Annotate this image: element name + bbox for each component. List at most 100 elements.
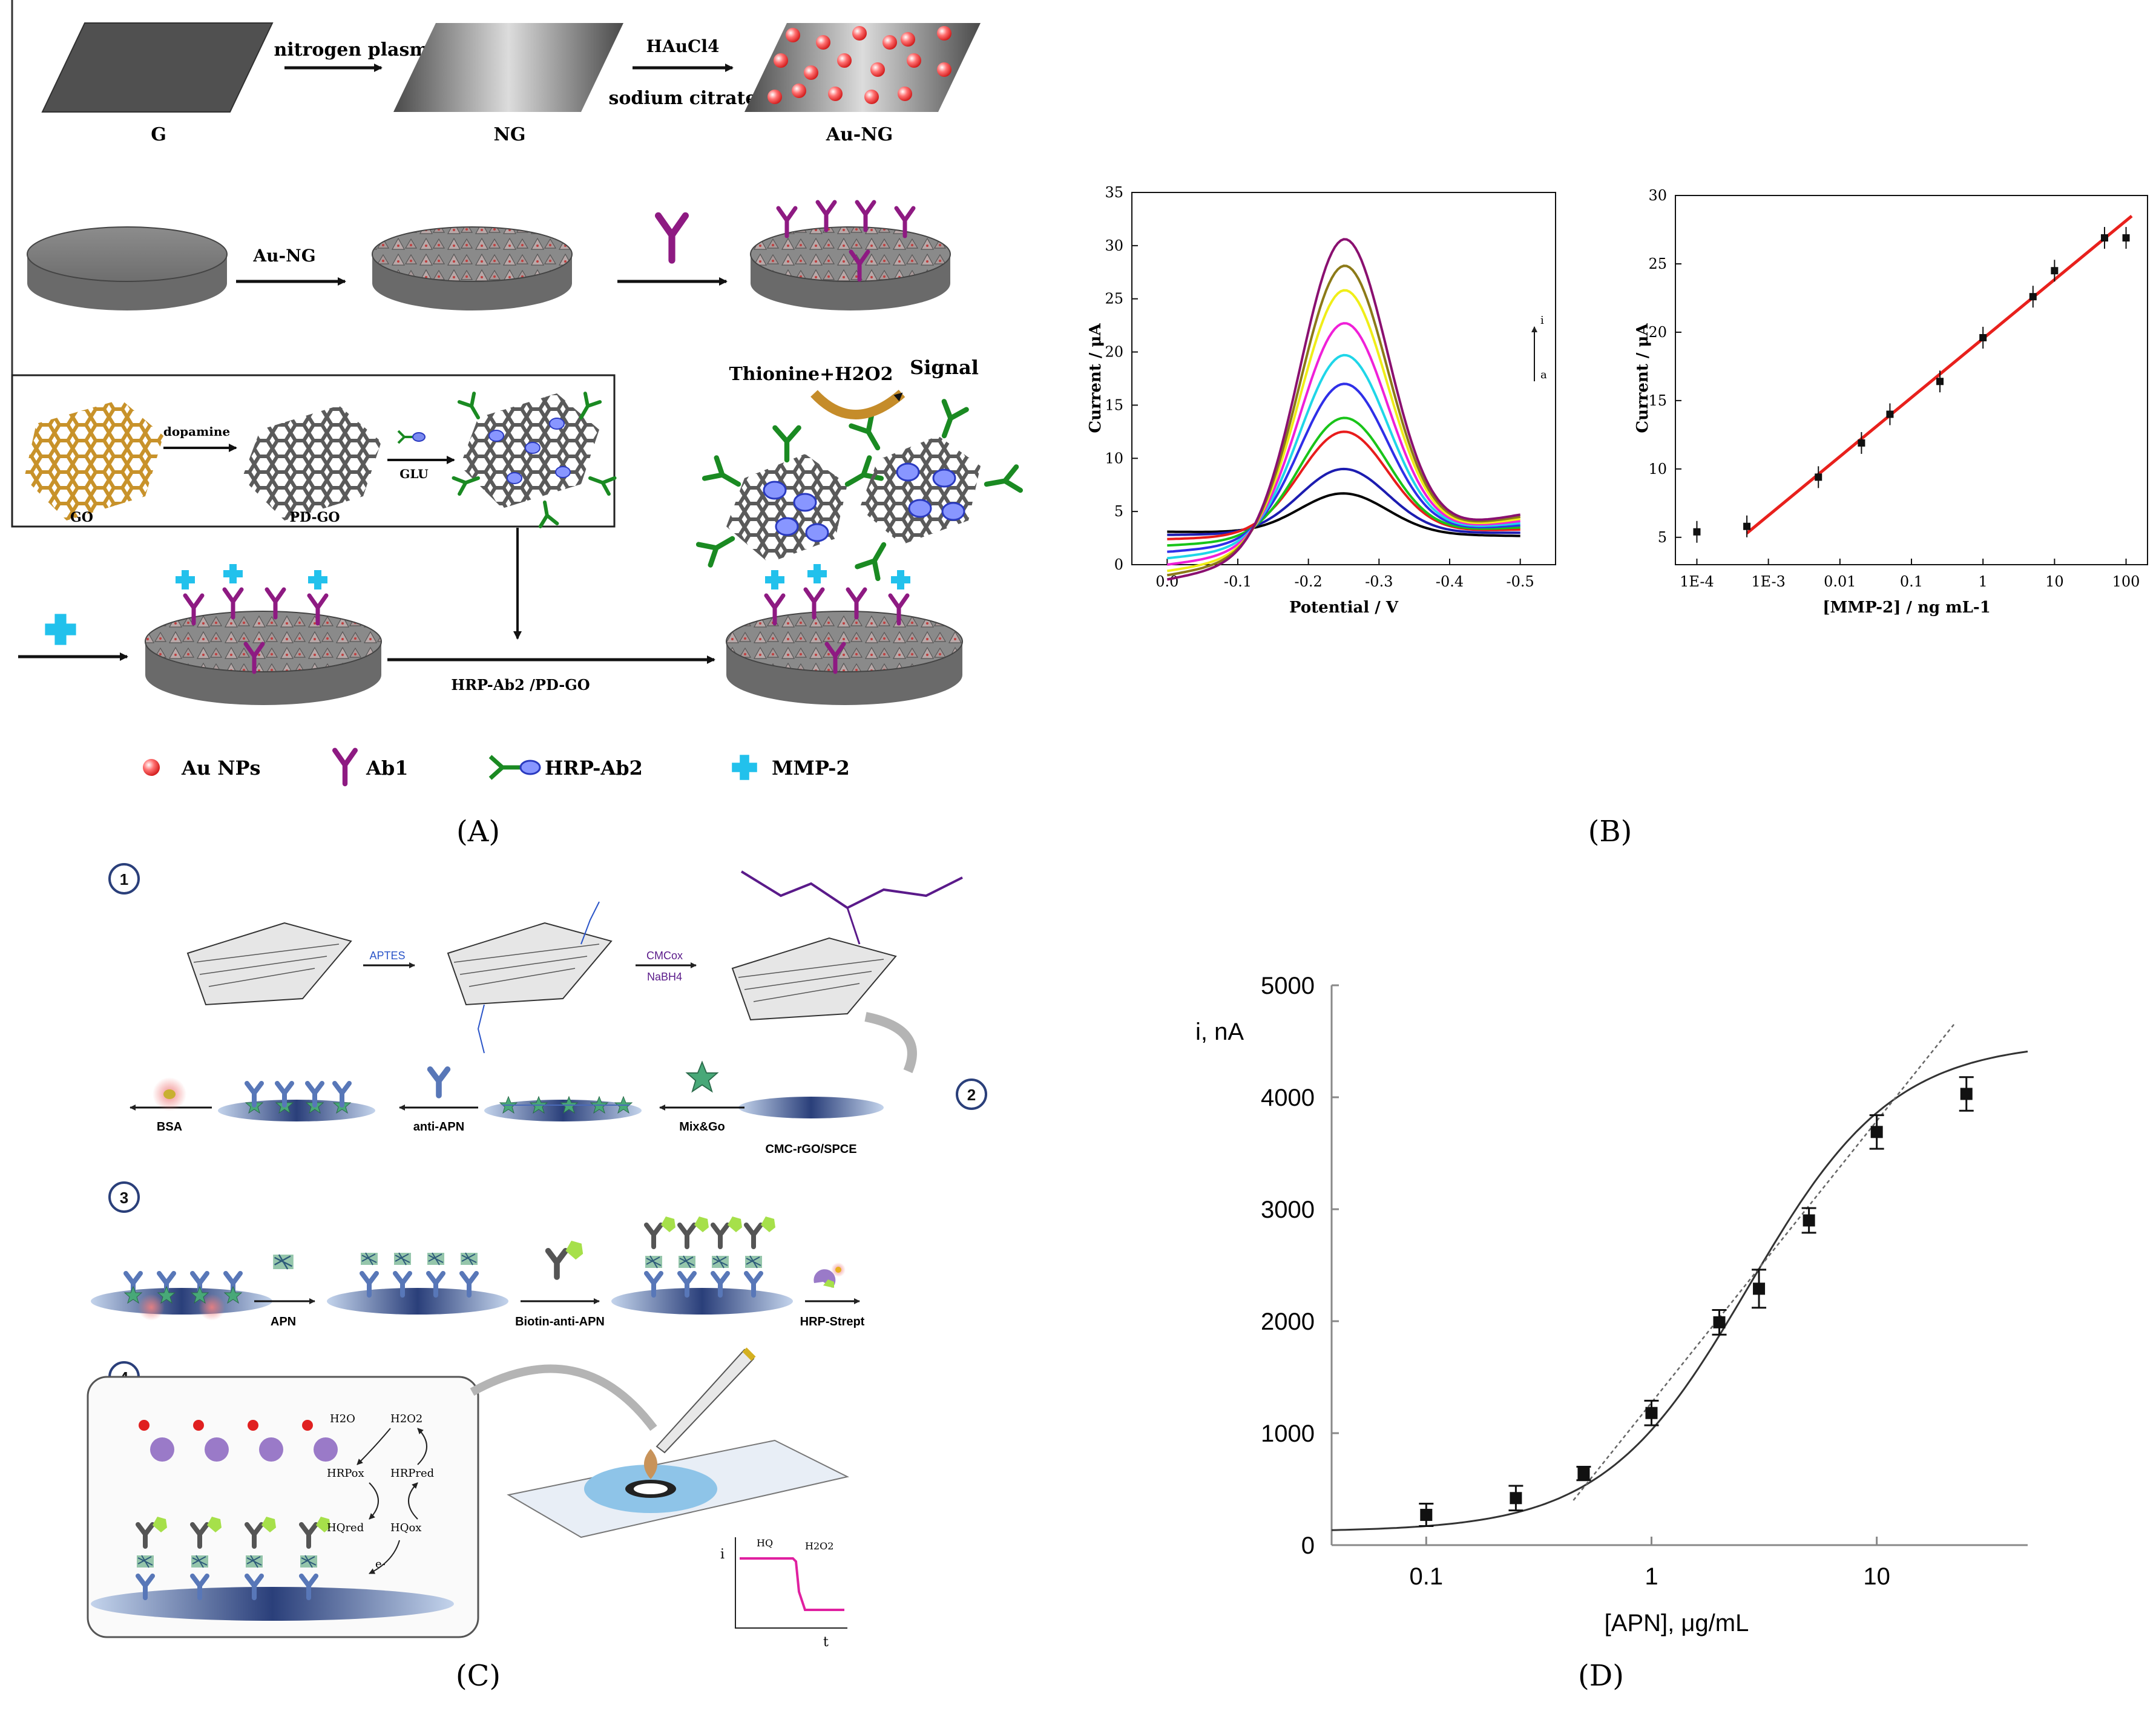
apn-y-tick-label: 5000 (1261, 973, 1315, 999)
label-signal: Signal (910, 356, 979, 379)
step4-box (87, 1376, 479, 1638)
sandwich-electrode (726, 564, 963, 705)
cal-point (2051, 267, 2059, 275)
apn-point (1713, 1316, 1726, 1328)
label-cmcox: CMCox (646, 950, 683, 962)
signal-curved-arrow (810, 389, 905, 419)
apn-x-axis-label: [APN], μg/mL (1605, 1610, 1749, 1637)
dpv-x-tick-label: -0.4 (1436, 573, 1464, 590)
label-bsa: BSA (157, 1120, 182, 1134)
legend-au-nps-icon (143, 759, 160, 776)
cal-x-tick-label: 1E-3 (1751, 573, 1786, 590)
curved-grey-arrow (864, 1012, 917, 1074)
au-ng-electrode (372, 226, 573, 310)
dpv-x-tick-label: -0.2 (1295, 573, 1323, 590)
svg-text:1: 1 (120, 870, 128, 888)
cmc-rgo-spce (738, 1097, 884, 1118)
screen-printed-electrode (507, 1347, 849, 1538)
svg-text:2: 2 (967, 1086, 976, 1104)
apn-y-tick-label: 1000 (1261, 1420, 1315, 1447)
label-nabh4: NaBH4 (647, 971, 682, 983)
inset-box (11, 374, 616, 528)
apn-point (1420, 1509, 1433, 1522)
apn-y-axis-label: i, nA (1195, 1019, 1244, 1045)
bsa-icon (153, 1077, 186, 1111)
cycle-hqox: HQox (390, 1522, 421, 1534)
cal-point (2100, 234, 2108, 242)
panel-a-label: (A) (456, 815, 500, 849)
label-g: G (151, 124, 166, 145)
cycle-hrpox: HRPox (327, 1467, 364, 1480)
legend-hrp-ab2: HRP-Ab2 (545, 757, 643, 780)
apn-point (1645, 1407, 1658, 1419)
legend-hrp-ab2-icon (488, 755, 541, 780)
dpv-y-tick-label: 0 (1114, 556, 1123, 573)
dpv-curve (1166, 238, 1521, 581)
dpv-y-tick-label: 25 (1105, 291, 1123, 307)
apn-icon (272, 1253, 294, 1270)
mini-plot-ylabel: i (720, 1547, 725, 1562)
legend-mmp2-icon (732, 755, 757, 780)
step4-electrode (91, 1420, 454, 1621)
label-apn: APN (271, 1315, 296, 1328)
dpv-x-axis-label: Potential / V (1289, 599, 1399, 617)
ab1-electrode (750, 202, 951, 310)
label-go: GO (70, 510, 93, 525)
dpv-curve (1167, 382, 1520, 553)
electrode-with-linker (484, 1096, 642, 1121)
dpv-curve (1167, 289, 1520, 573)
cal-x-tick-label: 1E-4 (1680, 573, 1714, 590)
dpv-chart: 0 5 10 15 20 25 30 35 0.0 -0.1 -0.2 -0.3 -0.4 -0.5 P… (1086, 184, 1556, 617)
label-aptes: APTES (369, 950, 405, 962)
svg-text:3: 3 (120, 1189, 128, 1207)
bare-electrode (27, 226, 228, 310)
mini-plot-hq: HQ (757, 1537, 773, 1549)
apn-point (1870, 1126, 1883, 1138)
electrode-apn (327, 1252, 508, 1315)
cal-y-axis-label: Current / μA (1634, 323, 1652, 433)
apn-y-tick-label: 2000 (1261, 1308, 1315, 1335)
label-cmc-rgo-spce: CMC-rGO/SPCE (765, 1143, 856, 1156)
dpv-y-tick-label: 10 (1105, 450, 1123, 467)
step-1-badge: 1 (108, 863, 140, 895)
mini-plot-h2o2: H2O2 (805, 1540, 833, 1552)
label-biotin-anti-apn: Biotin-anti-APN (515, 1315, 605, 1328)
apn-point (1577, 1467, 1590, 1480)
dpv-y-tick-label: 35 (1105, 184, 1123, 201)
cal-frame (1675, 195, 2148, 565)
cal-y-tick-label: 10 (1648, 461, 1667, 478)
cal-y-tick-label: 5 (1658, 529, 1667, 546)
dpv-arrow-label-top: i (1540, 314, 1544, 327)
cycle-electron: e- (375, 1558, 386, 1571)
legend-ab1-icon (335, 750, 355, 784)
electrode-sandwich (611, 1216, 793, 1315)
panel-c: 1 2 3 4 APTES CMCox NaBH4 (87, 863, 987, 1693)
mmp2-icon-free (45, 614, 76, 645)
label-nitrogen-plasma: nitrogen plasma (274, 39, 440, 61)
apn-calibration-chart: 0 1000 2000 3000 4000 5000 0.1 1 10 i, nA [APN]… (1195, 973, 2028, 1637)
anti-apn-icon (430, 1069, 448, 1095)
cal-x-tick-label: 100 (2112, 573, 2140, 590)
apn-x-tick-label: 0.1 (1410, 1563, 1444, 1590)
cycle-h2o2: H2O2 (390, 1413, 422, 1425)
dpv-curve (1167, 416, 1520, 547)
mmp2-bound-electrode (145, 564, 382, 705)
legend-ab1: Ab1 (366, 757, 408, 780)
dpv-x-tick-label: -0.3 (1365, 573, 1393, 590)
pd-go-sheet (242, 405, 381, 520)
redox-cycle: H2O H2O2 HRPox HRPred HQred HQox e- (327, 1413, 434, 1574)
mmp2-calibration-chart: 5 10 15 20 25 30 1E-4 1E-3 0.01 0.1 1 10 100 [MMP-2… (1634, 187, 2148, 617)
label-dopamine: dopamine (163, 424, 230, 439)
dpv-curve (1167, 353, 1520, 560)
cal-point (1858, 439, 1865, 447)
apn-y-tick-label: 0 (1301, 1532, 1315, 1559)
cal-x-tick-label: 10 (2045, 573, 2064, 590)
label-mixgo: Mix&Go (679, 1120, 725, 1134)
label-hrp-strept: HRP-Strept (800, 1315, 865, 1328)
dpv-frame (1131, 192, 1556, 565)
cal-fit-line (1746, 214, 2133, 534)
cal-point (2122, 234, 2130, 242)
label-glu: GLU (399, 467, 429, 481)
curved-grey-arrow-2 (470, 1364, 657, 1431)
